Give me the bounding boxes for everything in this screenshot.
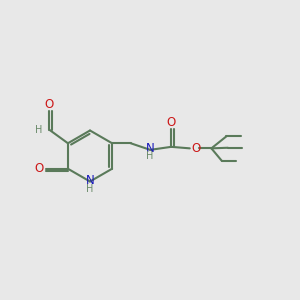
Text: O: O [45, 98, 54, 111]
Text: H: H [86, 184, 94, 194]
Text: O: O [167, 116, 176, 129]
Text: H: H [35, 125, 43, 135]
Text: N: N [146, 142, 154, 155]
Text: O: O [34, 162, 44, 175]
Text: H: H [146, 152, 154, 161]
Text: N: N [85, 174, 94, 187]
Text: O: O [191, 142, 200, 155]
